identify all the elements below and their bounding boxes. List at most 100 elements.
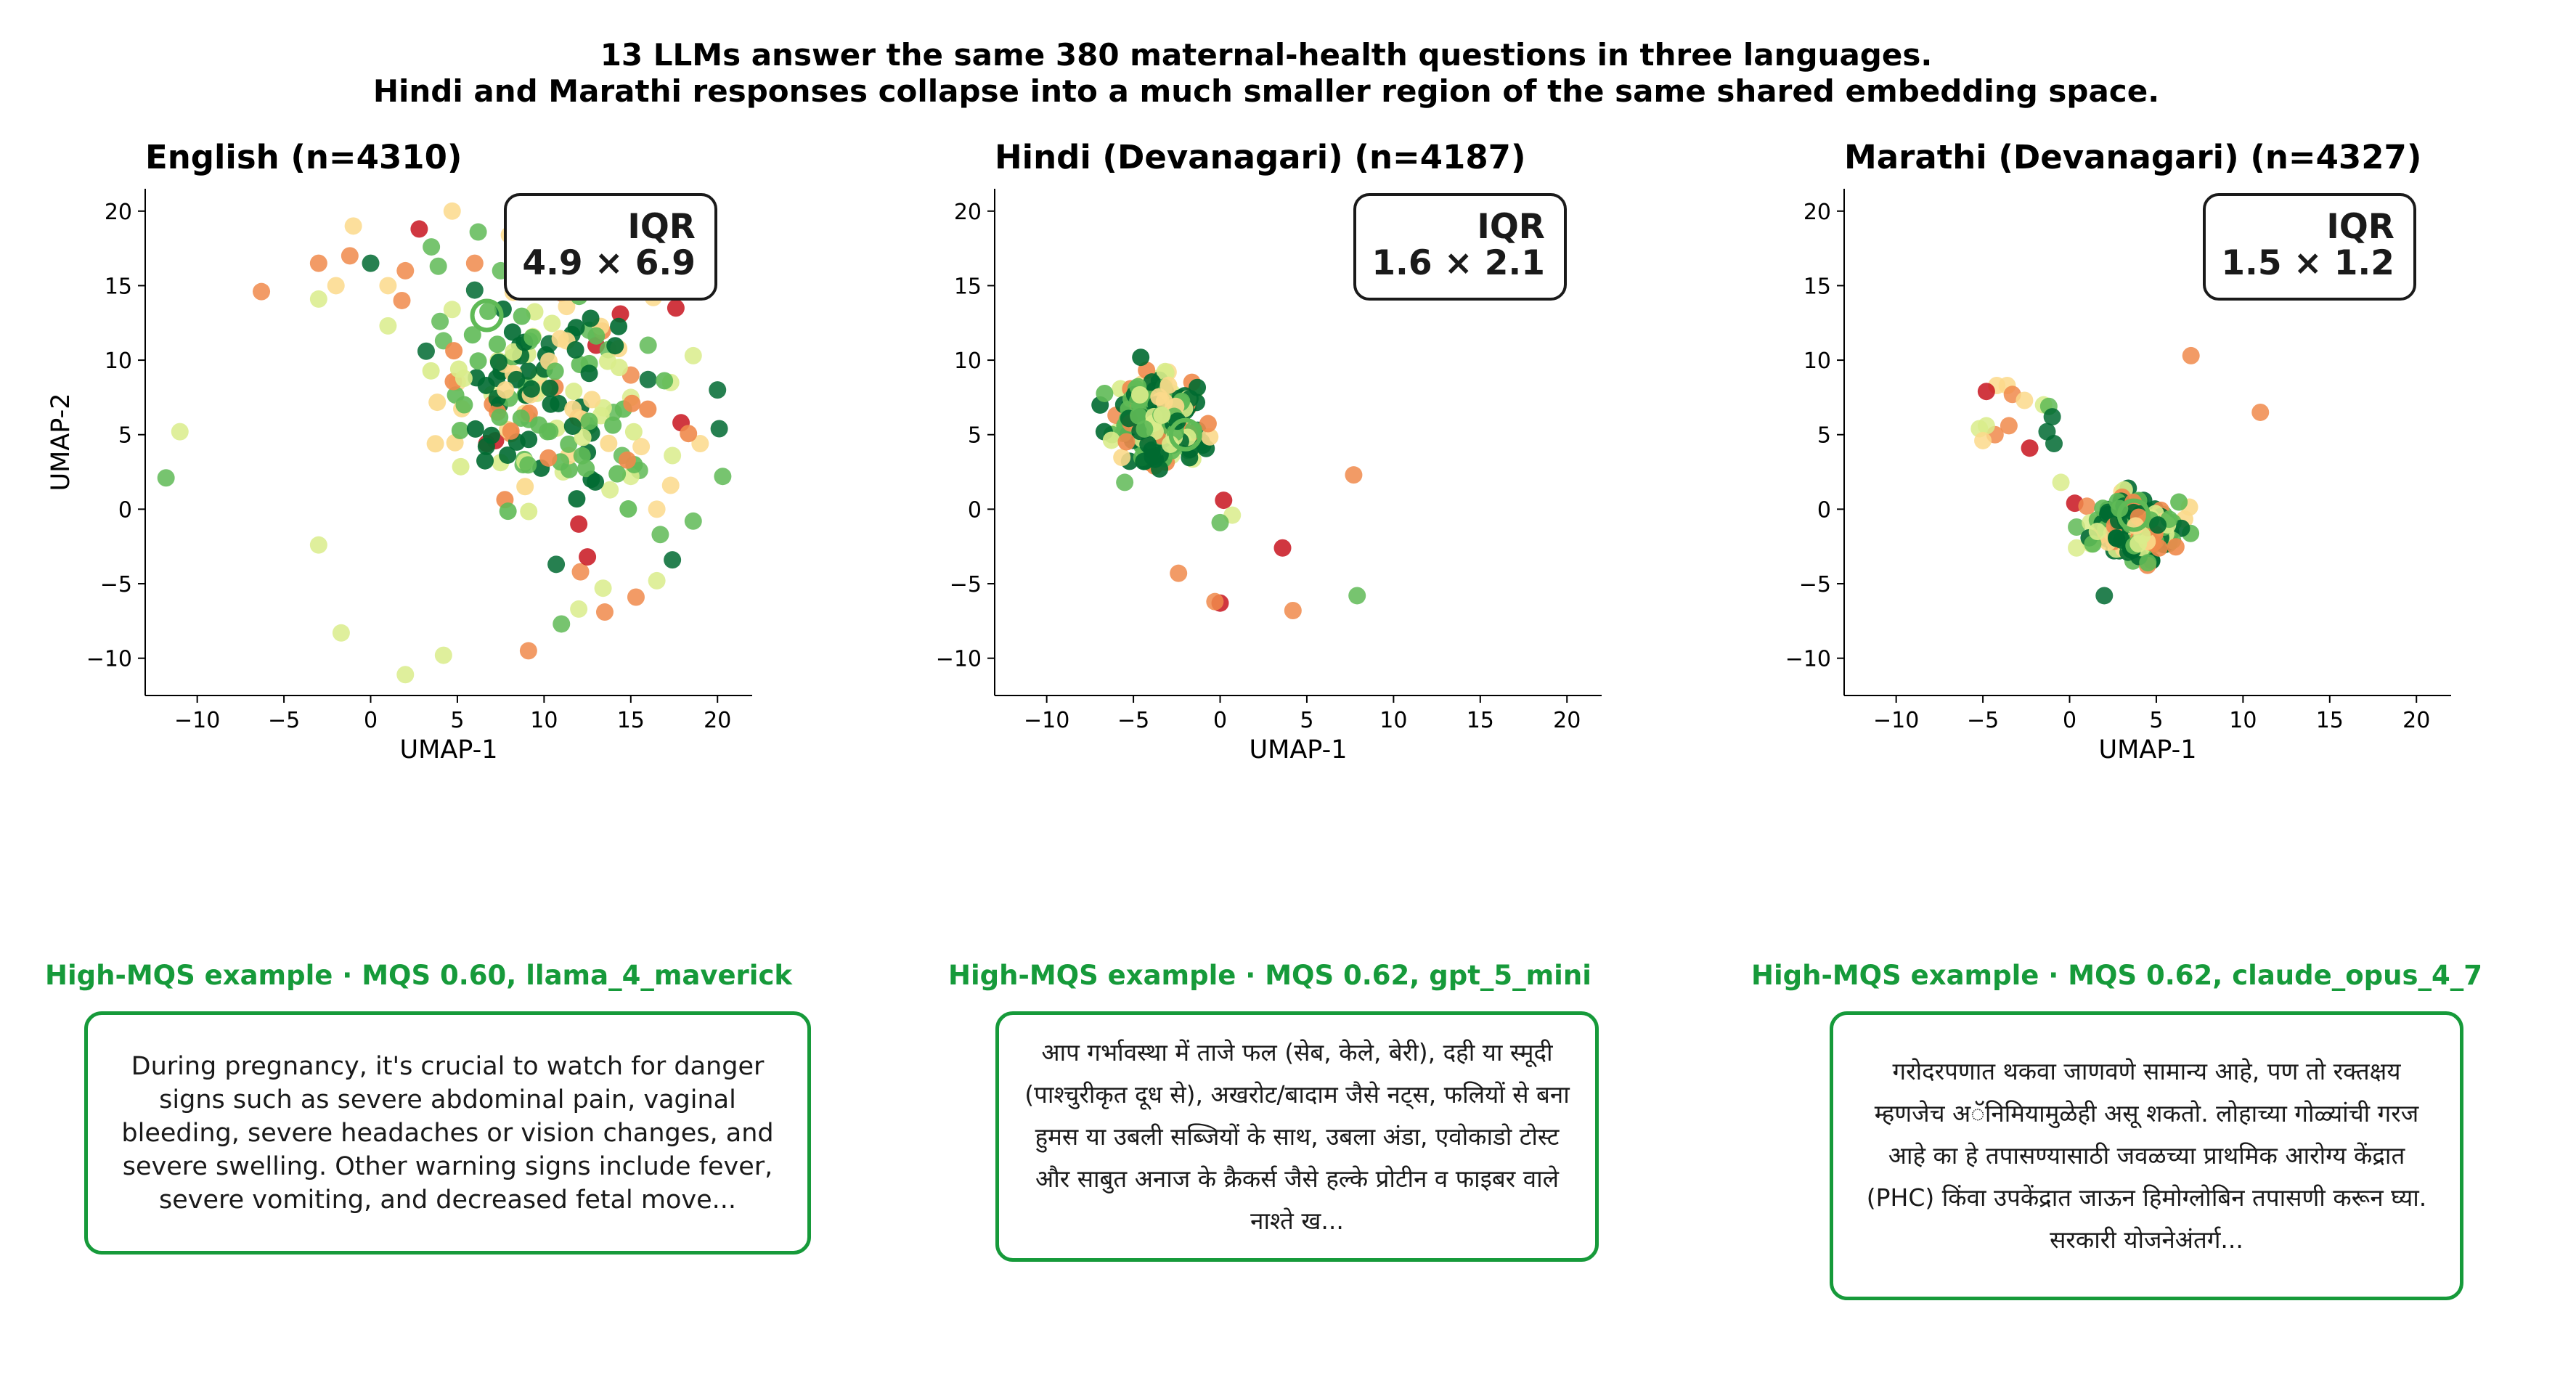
data-point: [452, 457, 470, 476]
data-point: [516, 478, 534, 496]
scatter-points: [1970, 346, 2270, 605]
data-point: [619, 500, 637, 518]
x-tick-label: 10: [530, 708, 558, 733]
data-point: [604, 416, 622, 434]
y-tick-label: 5: [968, 423, 982, 449]
data-point: [2015, 391, 2034, 409]
data-point: [632, 438, 651, 456]
data-point: [1181, 449, 1199, 467]
y-tick-label: 10: [105, 348, 132, 374]
data-point: [1215, 491, 1233, 510]
data-point: [551, 330, 569, 348]
data-point: [618, 451, 636, 469]
y-tick-label: −5: [950, 572, 982, 597]
data-point: [476, 452, 494, 470]
data-point: [465, 254, 484, 272]
data-point: [428, 393, 447, 412]
data-point: [553, 615, 571, 633]
data-point: [1170, 564, 1188, 582]
dense-cluster: [422, 208, 698, 521]
data-point: [573, 446, 591, 465]
y-tick-label: 5: [1817, 423, 1831, 449]
data-point: [1139, 436, 1157, 454]
data-point: [1161, 435, 1179, 453]
data-point: [574, 428, 592, 446]
data-point: [523, 328, 542, 346]
y-tick-label: 20: [954, 200, 982, 225]
x-tick-label: 5: [1300, 708, 1313, 733]
data-point: [571, 563, 590, 581]
data-point: [2170, 493, 2188, 511]
dense-cluster: [1091, 348, 1219, 478]
data-point: [1211, 513, 1229, 531]
data-point: [2052, 473, 2070, 491]
x-tick-label: 10: [1379, 708, 1407, 733]
data-point: [587, 473, 605, 491]
example-box-english: During pregnancy, it's crucial to watch …: [84, 1011, 811, 1255]
data-point: [1974, 431, 1992, 449]
data-point: [513, 307, 531, 325]
data-point: [667, 299, 685, 317]
y-tick-label: 15: [1803, 274, 1831, 299]
data-point: [606, 337, 624, 355]
x-tick-label: 5: [450, 708, 464, 733]
iqr-value: 1.5 × 1.2: [2221, 243, 2394, 283]
centroid-marker: [470, 298, 504, 333]
data-point: [568, 490, 586, 508]
data-point: [522, 380, 540, 398]
data-point: [443, 301, 461, 319]
data-point: [601, 481, 619, 499]
data-point: [563, 417, 582, 436]
data-point: [2139, 554, 2157, 572]
data-point: [558, 298, 576, 316]
y-tick-label: −10: [86, 647, 132, 672]
data-point: [656, 372, 674, 390]
data-point: [1206, 592, 1224, 611]
data-point: [530, 416, 548, 434]
data-point: [579, 548, 597, 566]
data-point: [1117, 433, 1136, 451]
suptitle-line-2: Hindi and Marathi responses collapse int…: [373, 73, 2159, 109]
x-tick-label: 15: [2316, 708, 2344, 733]
iqr-box: [1353, 193, 1567, 301]
data-point: [564, 400, 582, 418]
data-point: [2129, 535, 2148, 553]
data-point: [1113, 449, 1131, 467]
data-point: [684, 512, 702, 530]
data-point: [600, 434, 618, 452]
x-tick-label: 0: [364, 708, 378, 733]
data-point: [680, 425, 698, 443]
data-point: [379, 317, 397, 335]
data-point: [639, 370, 657, 388]
data-point: [1096, 384, 1114, 402]
data-point: [2149, 516, 2167, 534]
iqr-box: [504, 193, 717, 301]
x-tick-label: 20: [1553, 708, 1581, 733]
data-point: [445, 342, 463, 360]
example-box-hindi: आप गर्भावस्था में ताजे फल (सेब, केले, बे…: [995, 1011, 1599, 1262]
data-point: [1136, 420, 1154, 438]
y-tick-label: 15: [954, 274, 982, 299]
data-point: [2182, 346, 2200, 364]
data-point: [497, 381, 515, 399]
example-caption-hindi: High-MQS example · MQS 0.62, gpt_5_mini: [948, 960, 1591, 991]
data-point: [580, 364, 598, 383]
y-tick-label: 20: [105, 200, 132, 225]
y-tick-label: −10: [936, 647, 982, 672]
data-point: [2088, 522, 2106, 540]
data-point: [595, 603, 614, 621]
data-point: [379, 277, 397, 295]
iqr-label: IQR: [1477, 207, 1545, 247]
x-tick-label: 15: [1467, 708, 1494, 733]
y-tick-label: 0: [118, 497, 132, 523]
data-point: [503, 323, 521, 341]
data-point: [608, 465, 627, 483]
data-point: [664, 446, 682, 465]
x-tick-label: −5: [268, 708, 300, 733]
data-point: [451, 421, 469, 439]
x-tick-label: 0: [1213, 708, 1227, 733]
data-point: [664, 551, 682, 569]
